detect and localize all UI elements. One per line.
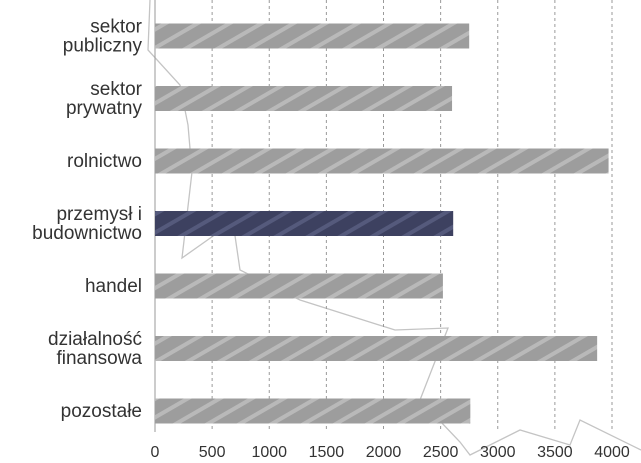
x-tick-label-3000: 3000 [480, 444, 516, 461]
x-tick-label-1000: 1000 [251, 444, 287, 461]
bar-działalność-finansowa [155, 336, 598, 361]
category-label: pozostałe [61, 401, 142, 422]
x-tick-label-2000: 2000 [366, 444, 402, 461]
x-tick-label-1500: 1500 [309, 444, 345, 461]
bar-pozostałe [155, 398, 471, 424]
x-tick-label-4000: 4000 [594, 444, 630, 461]
x-tick-label-500: 500 [199, 444, 226, 461]
category-label: rolnictwo [67, 151, 142, 172]
bar-przemysł-i-budownictwo [155, 211, 454, 236]
bar-rolnictwo [155, 148, 609, 174]
category-label: budownictwo [32, 223, 142, 244]
category-label: sektor [90, 79, 142, 100]
category-label: działalność [48, 329, 142, 350]
x-tick-label-2500: 2500 [423, 444, 459, 461]
x-tick-labels: 0 500 1000 1500 2000 2500 3000 3500 4000 [151, 444, 630, 461]
decorative-line [147, 0, 641, 456]
bar-handel [155, 273, 443, 299]
category-label: finansowa [56, 348, 142, 369]
x-tick-label-0: 0 [151, 444, 160, 461]
bars [155, 23, 609, 424]
category-labels: sektorpublicznysektorprywatnyrolnictwopr… [32, 17, 143, 423]
category-label: sektor [90, 17, 142, 38]
category-label: handel [85, 276, 142, 297]
bar-sektor-publiczny [155, 23, 470, 49]
category-label: publiczny [63, 36, 143, 57]
category-label: przemysł i [56, 204, 142, 225]
x-tick-label-3500: 3500 [537, 444, 573, 461]
bar-sektor-prywatny [155, 86, 453, 111]
category-label: prywatny [66, 98, 143, 119]
